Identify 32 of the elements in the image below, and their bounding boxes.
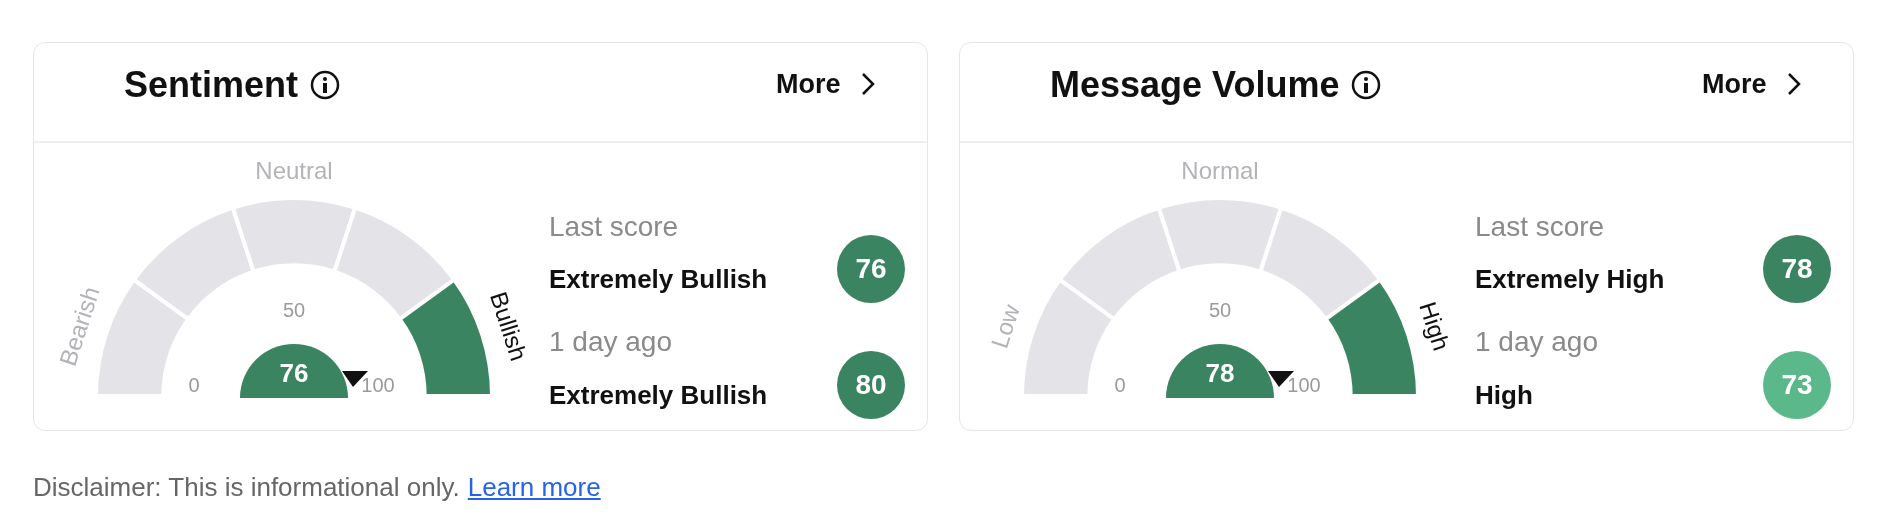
slice-label: Normal [1181, 156, 1259, 184]
text: 78 [1204, 358, 1236, 388]
text: 1 day ago [549, 326, 672, 358]
slice-label: High [1414, 298, 1456, 354]
text: Last score [549, 211, 679, 243]
text: 50 [1207, 298, 1233, 322]
text: 1 day ago [1475, 326, 1598, 358]
text: 0 [187, 373, 201, 397]
text: 50 [281, 298, 307, 322]
text: Extremely High [1475, 264, 1665, 295]
slice-label: Bearish [53, 283, 105, 370]
text: Extremely Bullish [549, 264, 768, 295]
text: More [1702, 69, 1767, 100]
text: 100 [360, 373, 396, 397]
text: More [776, 69, 841, 100]
text: Disclaimer: This is informational only. [33, 472, 460, 503]
text: 100 [1286, 373, 1322, 397]
text: 76 [855, 253, 887, 285]
chart-title: Message Volume [1050, 64, 1340, 106]
text: Last score [1475, 211, 1605, 243]
text: 76 [278, 358, 310, 388]
chart-title: Sentiment [124, 64, 299, 106]
text: Learn more [467, 472, 601, 503]
text: 80 [855, 369, 887, 401]
slice-label: Low [985, 300, 1026, 352]
text: 78 [1781, 253, 1813, 285]
text: 0 [1113, 373, 1127, 397]
text: Extremely Bullish [549, 380, 768, 411]
slice-label: Neutral [255, 156, 333, 184]
slice-label: Bullish [485, 288, 533, 364]
text: 73 [1781, 369, 1813, 401]
text: High [1475, 380, 1533, 411]
